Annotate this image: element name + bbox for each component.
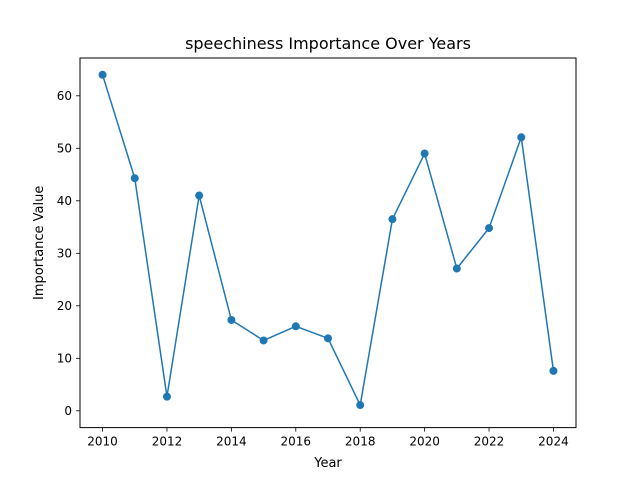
x-tick-label: 2010 xyxy=(87,435,118,449)
data-point xyxy=(259,336,268,345)
data-point xyxy=(549,366,558,375)
data-point xyxy=(162,392,171,401)
data-point xyxy=(98,70,107,79)
data-point xyxy=(227,315,236,324)
data-point xyxy=(485,224,494,233)
x-tick-label: 2022 xyxy=(474,435,505,449)
y-tick-label: 60 xyxy=(57,89,72,103)
y-tick-label: 10 xyxy=(57,351,72,365)
data-point xyxy=(356,401,365,410)
data-point xyxy=(420,149,429,158)
data-point xyxy=(130,174,139,183)
x-tick-label: 2014 xyxy=(216,435,247,449)
data-point xyxy=(517,133,526,142)
y-tick-label: 0 xyxy=(64,404,72,418)
chart-title: speechiness Importance Over Years xyxy=(185,34,471,53)
x-tick-label: 2012 xyxy=(152,435,183,449)
x-tick-label: 2018 xyxy=(345,435,376,449)
x-tick-label: 2024 xyxy=(538,435,569,449)
data-point xyxy=(452,264,461,273)
y-tick-label: 20 xyxy=(57,299,72,313)
data-point xyxy=(388,215,397,224)
x-tick-label: 2020 xyxy=(409,435,440,449)
data-point xyxy=(291,322,300,331)
x-axis-label: Year xyxy=(313,456,342,471)
y-tick-label: 40 xyxy=(57,194,72,208)
data-point xyxy=(195,191,204,200)
x-tick-label: 2016 xyxy=(281,435,312,449)
plot-frame xyxy=(79,57,577,429)
y-tick-label: 50 xyxy=(57,141,72,155)
data-point xyxy=(324,334,332,343)
y-tick-label: 30 xyxy=(57,246,72,260)
plot-area: 2010 2012 2014 2016 2018 2020 2022 2024 0 10 20 30 4… xyxy=(57,70,569,449)
y-axis-label: Importance Value xyxy=(32,186,47,300)
